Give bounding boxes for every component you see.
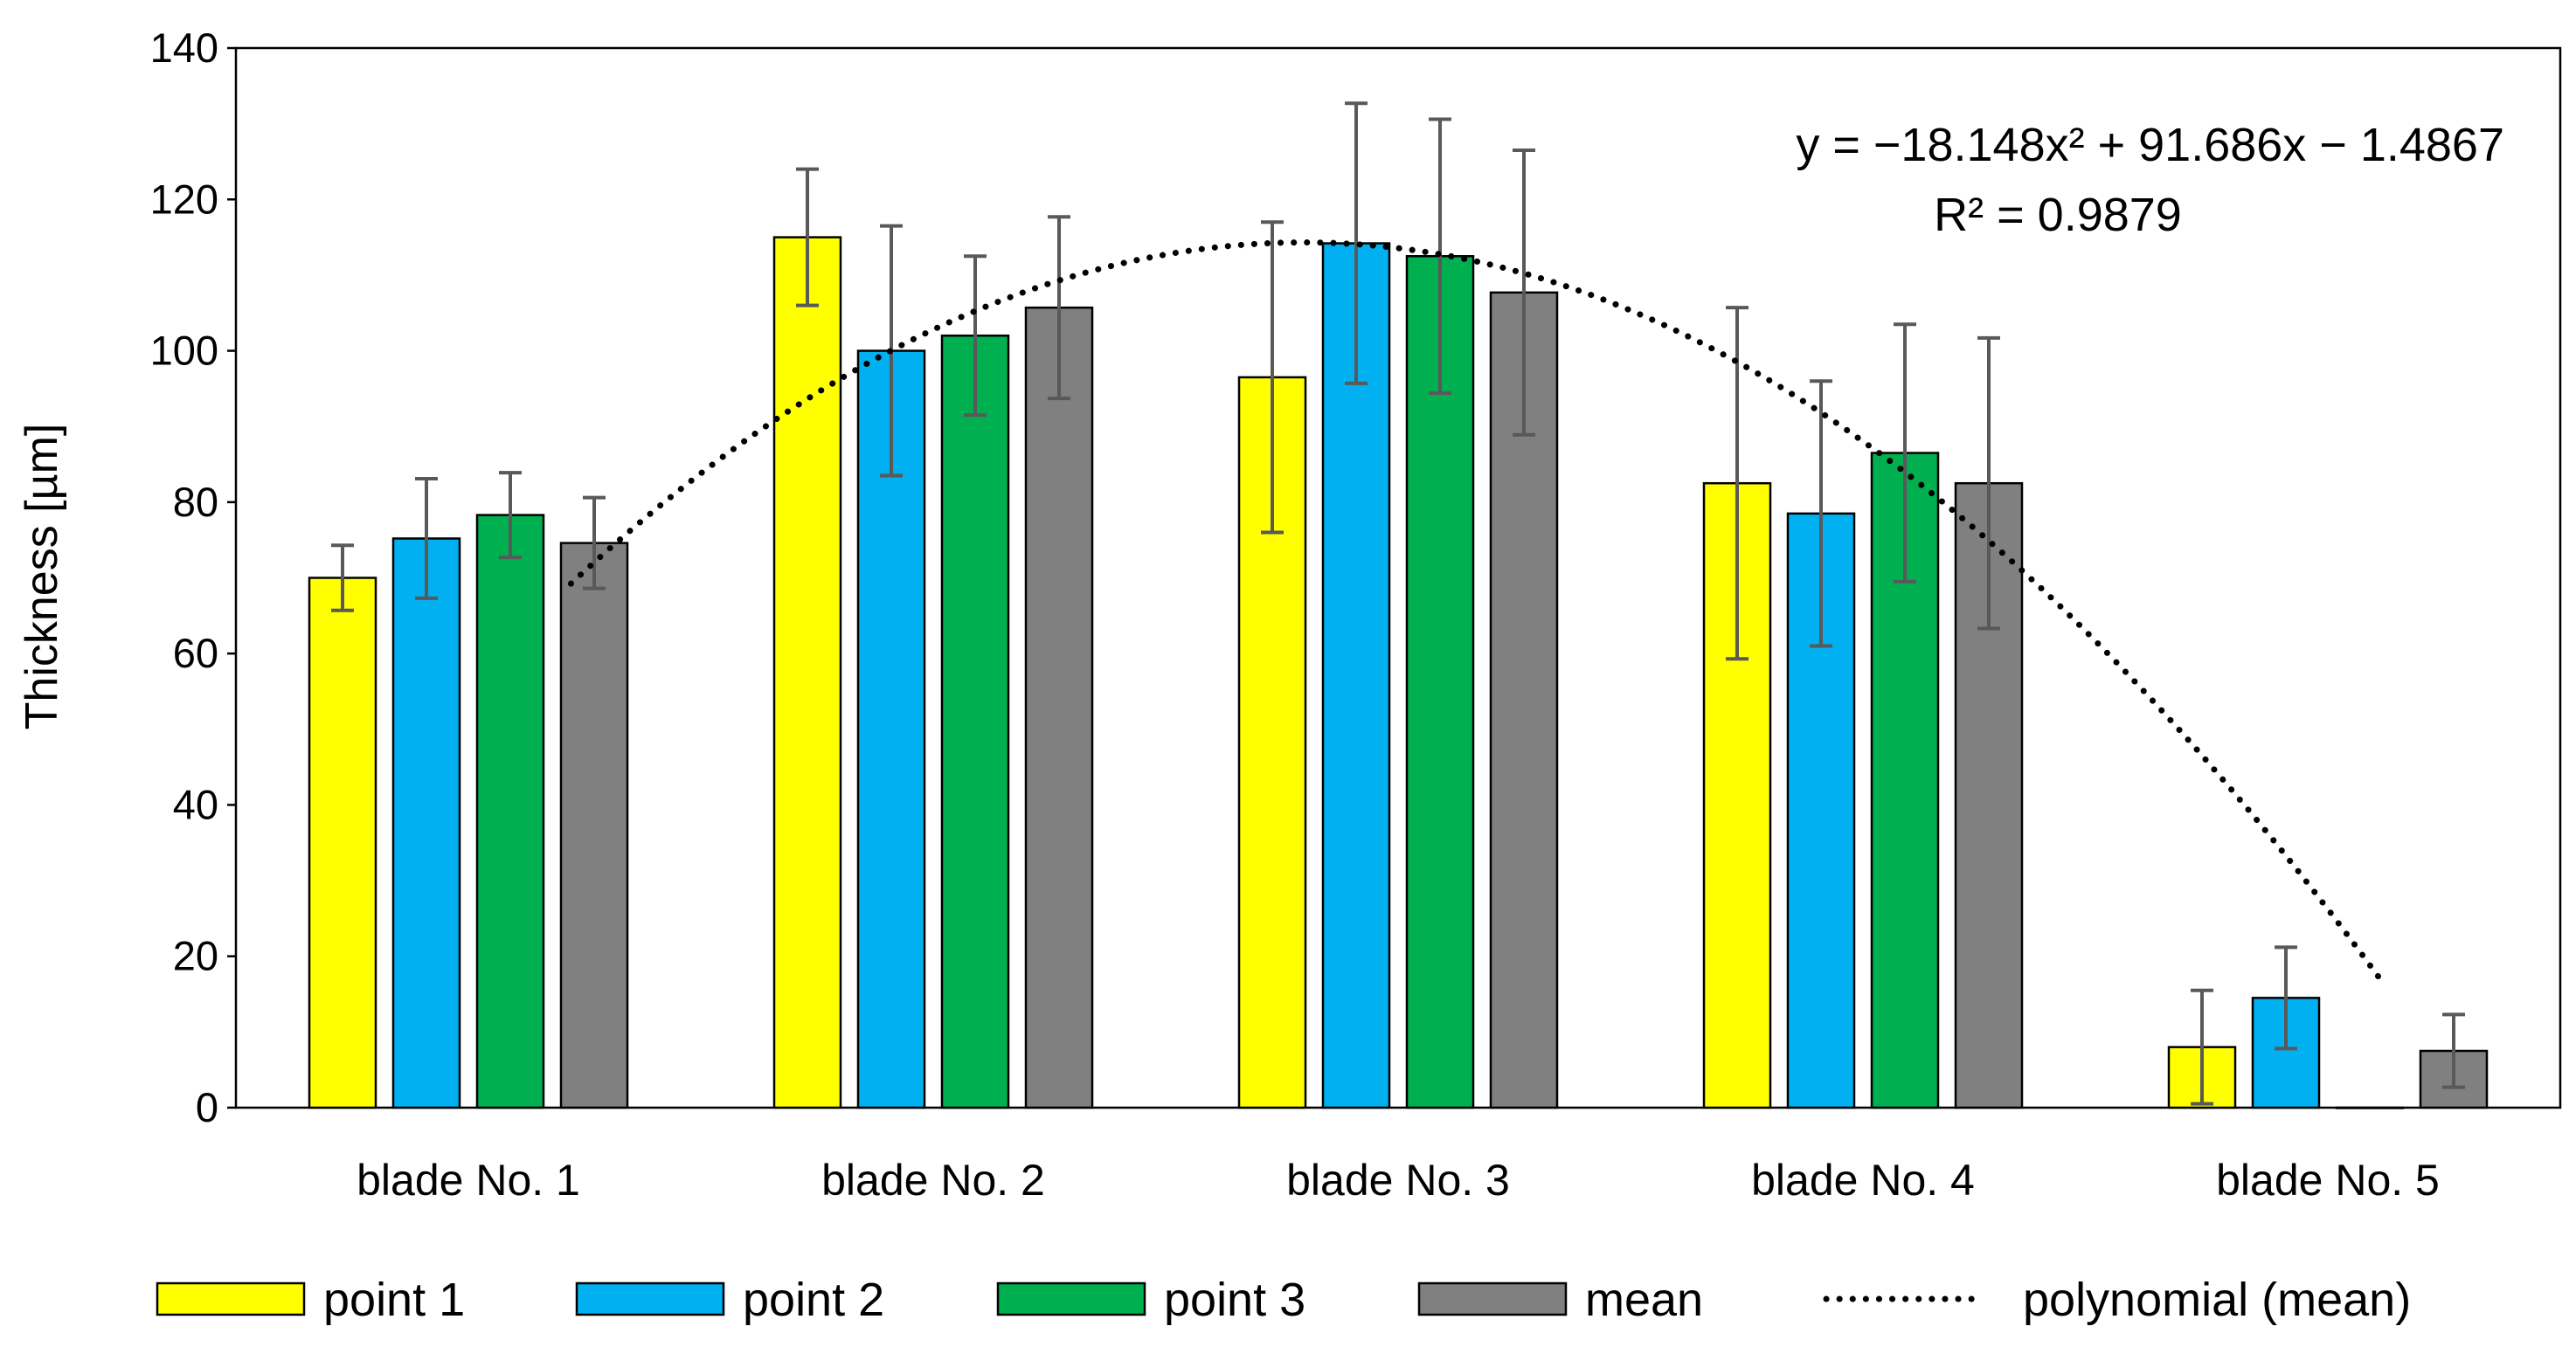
- legend-label: point 1: [323, 1274, 465, 1326]
- error-bar: [1894, 322, 1916, 584]
- bar-point-3-5: [2335, 1106, 2405, 1109]
- legend-swatch: [575, 1281, 725, 1316]
- bar-point-2-1: [391, 537, 461, 1109]
- legend-swatch: [1417, 1281, 1568, 1316]
- legend-item-mean: mean: [1417, 1274, 1703, 1326]
- y-tick-label: 0: [196, 1084, 218, 1130]
- legend-item-point-3: point 3: [996, 1274, 1305, 1326]
- bar-mean-1: [559, 542, 629, 1109]
- legend-label: polynomial (mean): [2023, 1274, 2411, 1326]
- y-tick-label: 100: [150, 328, 218, 374]
- y-tick-label: 40: [173, 781, 218, 827]
- y-tick-label: 60: [173, 630, 218, 676]
- legend-item-point-2: point 2: [575, 1274, 884, 1326]
- bar-point-2-2: [856, 349, 926, 1109]
- bar-point-1-1: [308, 577, 377, 1109]
- error-bar: [2275, 945, 2297, 1051]
- error-bar: [2191, 988, 2213, 1106]
- plot-area-frame: [234, 46, 2562, 1109]
- error-bar: [1345, 101, 1368, 385]
- y-tick-label: 80: [173, 479, 218, 525]
- x-category-label: blade No. 5: [2216, 1156, 2440, 1205]
- error-bar: [1726, 306, 1748, 661]
- error-bar: [1513, 148, 1535, 437]
- y-tick-label: 20: [173, 933, 218, 979]
- legend-swatch: [996, 1281, 1146, 1316]
- polynomial-trendline: [567, 238, 2387, 988]
- bar-point-1-2: [772, 236, 842, 1109]
- legend-swatch: [156, 1281, 306, 1316]
- bar-point-3-1: [475, 514, 545, 1109]
- error-bar: [331, 543, 354, 612]
- error-bar: [1810, 379, 1832, 648]
- trendline-equation: y = −18.148x² + 91.686x − 1.4867: [1796, 119, 2504, 171]
- legend-item-point-1: point 1: [156, 1274, 465, 1326]
- x-category-label: blade No. 4: [1751, 1156, 1975, 1205]
- legend-item-polynomial-mean: polynomial (mean): [1823, 1274, 2411, 1326]
- x-category-label: blade No. 1: [357, 1156, 580, 1205]
- bar-point-3-2: [940, 334, 1010, 1109]
- error-bar: [1977, 335, 2000, 631]
- error-bar: [415, 476, 438, 600]
- error-bar: [2442, 1012, 2465, 1089]
- error-bar: [796, 167, 819, 307]
- error-bar: [583, 495, 606, 591]
- bar-mean-2: [1024, 306, 1094, 1109]
- error-bar: [1048, 215, 1070, 401]
- legend-label: point 2: [743, 1274, 884, 1326]
- legend: point 1 point 2 point 3 mean polynomial (mea…: [156, 1274, 2411, 1326]
- y-tick-label: 140: [150, 24, 218, 71]
- y-axis-title: Thickness [µm]: [17, 424, 67, 730]
- legend-label: point 3: [1164, 1274, 1305, 1326]
- y-tick-label: 120: [150, 176, 218, 222]
- trendline-r-squared: R² = 0.9879: [1934, 189, 2182, 241]
- x-category-label: blade No. 3: [1286, 1156, 1510, 1205]
- error-bar: [499, 471, 522, 560]
- legend-label: mean: [1585, 1274, 1703, 1326]
- x-category-label: blade No. 2: [821, 1156, 1045, 1205]
- error-bar: [1261, 220, 1284, 535]
- error-bar: [964, 254, 987, 418]
